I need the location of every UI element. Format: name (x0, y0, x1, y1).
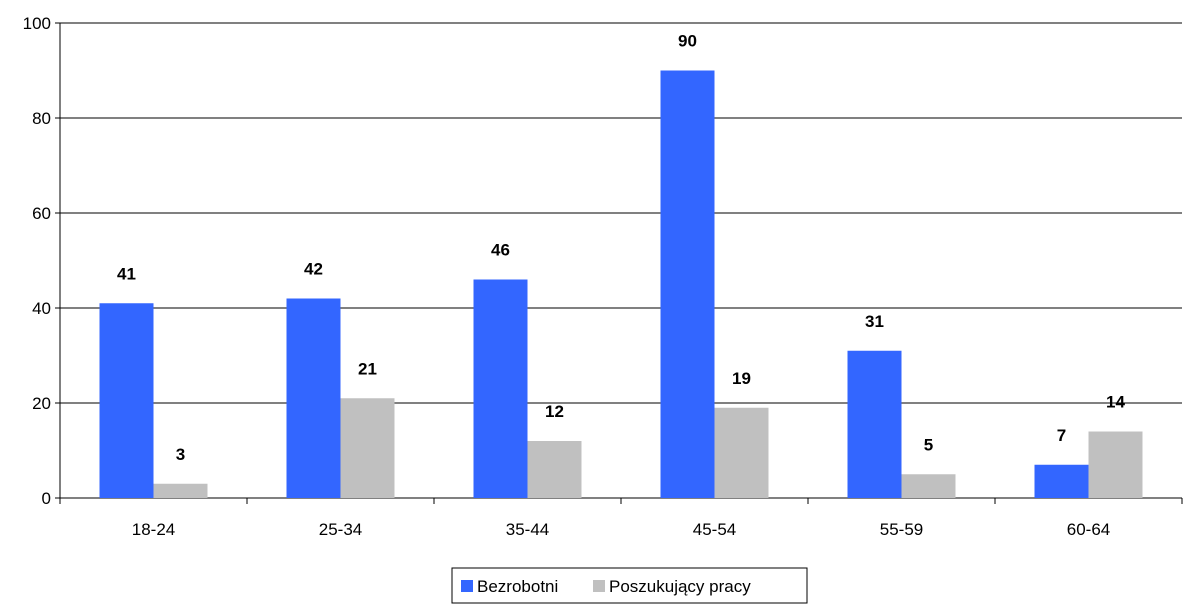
legend-swatch (593, 580, 605, 592)
data-label: 7 (1057, 426, 1066, 445)
y-tick-label: 100 (23, 14, 51, 33)
bar-poszukujacy (340, 398, 395, 498)
bar-poszukujacy (153, 483, 208, 498)
y-tick-label: 40 (32, 299, 51, 318)
data-label: 12 (545, 402, 564, 421)
data-label: 46 (491, 241, 510, 260)
x-tick-label: 35-44 (506, 520, 549, 539)
y-tick-label: 0 (42, 489, 51, 508)
legend-box (451, 567, 808, 604)
bar-bezrobotni (99, 303, 154, 498)
x-tick-label: 25-34 (319, 520, 362, 539)
data-label: 3 (176, 445, 185, 464)
bar-bezrobotni (660, 70, 715, 498)
legend-label: Bezrobotni (477, 577, 558, 596)
legend-label: Poszukujący pracy (609, 577, 751, 596)
bar-bezrobotni (847, 350, 902, 498)
y-tick-label: 80 (32, 109, 51, 128)
data-label: 21 (358, 359, 377, 378)
bar-bezrobotni (1034, 464, 1089, 498)
bar-bezrobotni (473, 279, 528, 498)
bar-poszukujacy (527, 441, 582, 498)
data-label: 90 (678, 32, 697, 51)
x-tick-label: 60-64 (1067, 520, 1110, 539)
bar-bezrobotni (286, 298, 341, 498)
data-label: 42 (304, 260, 323, 279)
data-label: 31 (865, 312, 884, 331)
data-label: 41 (117, 264, 136, 283)
y-tick-label: 60 (32, 204, 51, 223)
bar-poszukujacy (901, 474, 956, 498)
x-tick-label: 45-54 (693, 520, 736, 539)
bar-poszukujacy (1088, 431, 1143, 498)
y-tick-label: 20 (32, 394, 51, 413)
x-tick-label: 18-24 (132, 520, 175, 539)
bar-poszukujacy (714, 407, 769, 498)
x-tick-label: 55-59 (880, 520, 923, 539)
data-label: 5 (924, 435, 933, 454)
data-label: 19 (732, 369, 751, 388)
legend-swatch (461, 580, 473, 592)
data-label: 14 (1106, 393, 1125, 412)
